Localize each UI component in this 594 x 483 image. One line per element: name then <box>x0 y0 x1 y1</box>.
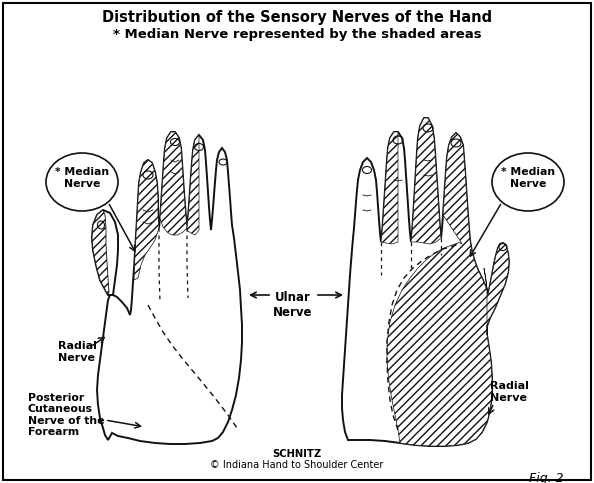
Polygon shape <box>484 243 509 335</box>
Text: * Median Nerve represented by the shaded areas: * Median Nerve represented by the shaded… <box>113 28 481 41</box>
Text: Radial
Nerve: Radial Nerve <box>490 381 529 403</box>
Text: SCHNITZ: SCHNITZ <box>273 449 321 459</box>
Ellipse shape <box>46 153 118 211</box>
Polygon shape <box>387 133 492 446</box>
Text: Distribution of the Sensory Nerves of the Hand: Distribution of the Sensory Nerves of th… <box>102 10 492 25</box>
Polygon shape <box>160 132 187 235</box>
Text: Fig. 2: Fig. 2 <box>529 472 564 483</box>
Ellipse shape <box>492 153 564 211</box>
Polygon shape <box>187 135 199 235</box>
Text: Ulnar
Nerve: Ulnar Nerve <box>273 291 313 319</box>
Text: * Median
Nerve: * Median Nerve <box>501 167 555 189</box>
Polygon shape <box>134 160 159 280</box>
Polygon shape <box>381 132 398 244</box>
Text: © Indiana Hand to Shoulder Center: © Indiana Hand to Shoulder Center <box>210 460 384 470</box>
Text: Radial
Nerve: Radial Nerve <box>58 341 97 363</box>
Polygon shape <box>92 210 109 295</box>
Text: * Median
Nerve: * Median Nerve <box>55 167 109 189</box>
Polygon shape <box>411 118 441 244</box>
Text: Posterior
Cutaneous
Nerve of the
Forearm: Posterior Cutaneous Nerve of the Forearm <box>28 393 105 438</box>
